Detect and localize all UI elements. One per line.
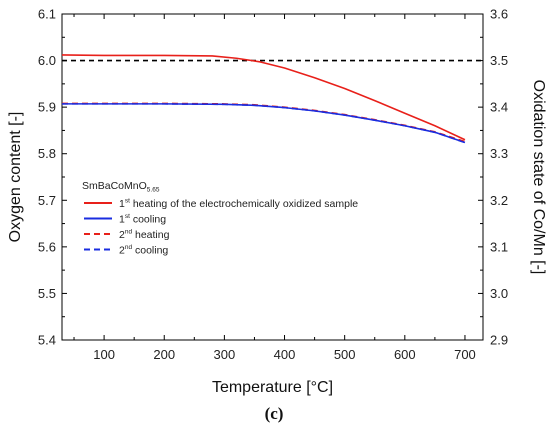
y-left-tick-label: 5.4 [38,333,56,348]
legend-label-superscript: nd [125,244,133,251]
y-right-tick-label: 3.1 [490,239,508,254]
series-line-2 [62,103,466,144]
legend-label-text: heating [132,229,170,241]
y-axis-right-title: Oxidation state of Co/Mn [-] [530,80,547,275]
x-tick-label: 300 [214,347,236,362]
axis-ticks: 100 200 300 400 500 600 700 5.4 5.5 5.6 5.7 5.8 5.9 6… [38,7,508,363]
legend-label-text: heating of the electrochemically oxidize… [130,198,358,210]
y-left-tick-label: 5.6 [38,239,56,254]
y-left-tick-label: 5.8 [38,146,56,161]
legend-label-number: 1 [119,198,125,210]
y-left-tick-label: 6.0 [38,53,56,68]
legend-label-1: 1st heating of the electrochemically oxi… [119,198,358,211]
legend-label-text: cooling [132,245,168,257]
x-axis-title: Temperature [°C] [212,379,333,396]
legend-label-superscript: st [125,198,130,205]
y-right-tick-label: 3.2 [490,193,508,208]
legend-label-superscript: nd [125,229,133,236]
y-left-tick-label: 6.1 [38,7,56,22]
y-right-tick-label: 2.9 [490,333,508,348]
x-tick-label: 100 [93,347,115,362]
legend-label-superscript: st [125,213,130,220]
legend-title: SmBaCoMnO5.65 [82,180,160,194]
y-right-tick-label: 3.4 [490,100,508,115]
x-tick-label: 700 [454,347,476,362]
legend-label-text: cooling [130,214,166,226]
y-right-tick-label: 3.6 [490,7,508,22]
legend-label-number: 2 [119,245,125,257]
series-line-3 [62,102,466,143]
legend-label-4: 2nd cooling [119,244,168,257]
panel-label: (c) [265,404,284,423]
legend-label-3: 2nd heating [119,229,170,242]
x-tick-label: 600 [394,347,416,362]
series-line-1 [61,54,466,141]
series-group [61,54,466,144]
x-tick-label: 500 [334,347,356,362]
legend-title-subscript: 5.65 [147,187,160,194]
y-right-tick-label: 3.5 [490,53,508,68]
plot-frame [61,13,484,341]
y-axis-left-title: Oxygen content [-] [7,112,24,243]
y-right-tick-label: 3.3 [490,146,508,161]
y-right-tick-label: 3.0 [490,286,508,301]
series-line-4 [62,103,466,144]
x-tick-label: 200 [153,347,175,362]
legend-label-number: 1 [119,214,125,226]
y-left-tick-label: 5.7 [38,193,56,208]
x-tick-label: 400 [274,347,296,362]
legend-label-2: 1st cooling [119,213,166,226]
legend-label-number: 2 [119,229,125,241]
y-left-tick-label: 5.5 [38,286,56,301]
y-left-tick-label: 5.9 [38,100,56,115]
